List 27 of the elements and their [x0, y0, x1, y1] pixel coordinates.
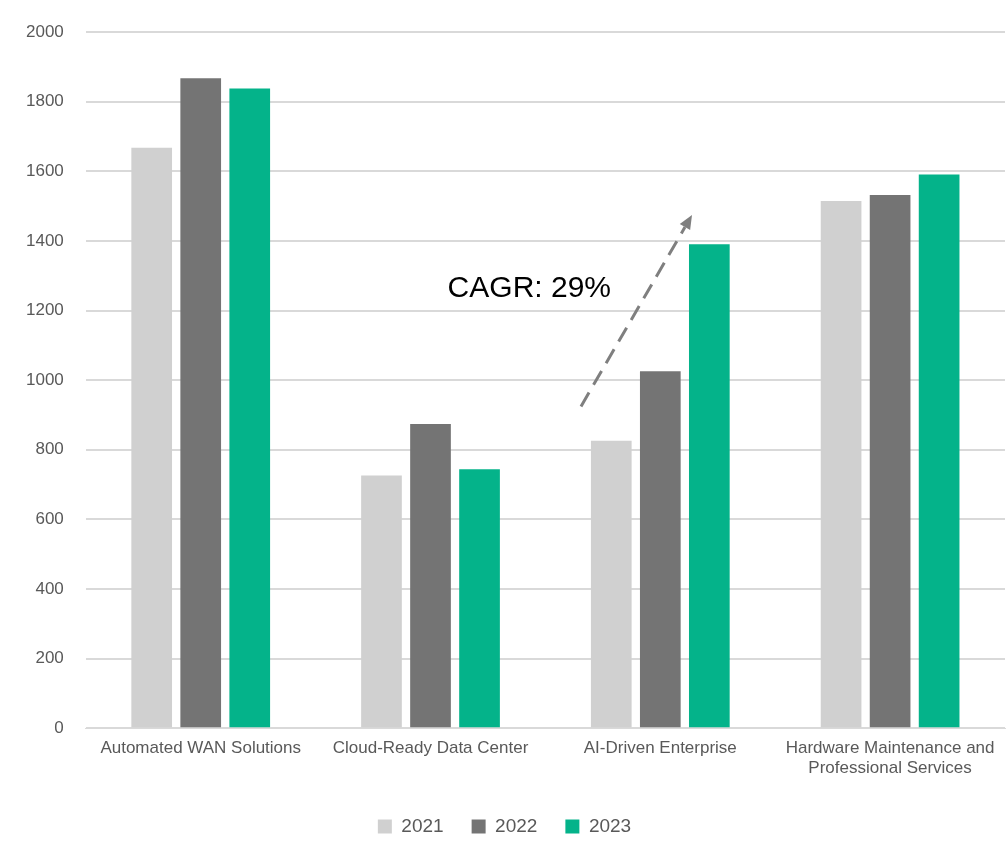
- y-tick-label: 200: [35, 648, 64, 668]
- x-tick-label: Automated WAN Solutions: [100, 738, 302, 758]
- bar: [869, 195, 911, 728]
- y-tick-label: 1600: [25, 161, 64, 181]
- x-tick-label: AI-Driven Enterprise: [583, 738, 737, 758]
- y-tick-label: 600: [35, 509, 64, 529]
- y-tick-label: 1000: [25, 369, 64, 389]
- legend-label: 2022: [495, 814, 538, 836]
- legend-label: 2021: [401, 814, 444, 836]
- bar: [459, 469, 500, 728]
- annotation: CAGR: 29%: [447, 270, 611, 304]
- bar: [180, 78, 222, 728]
- y-tick-label: 1800: [25, 91, 64, 111]
- bar: [688, 244, 730, 728]
- x-tick-label: Hardware Maintenance and Professional Services: [785, 738, 995, 778]
- y-tick-label: 400: [35, 578, 64, 598]
- y-tick-label: 1400: [25, 230, 64, 250]
- bar: [410, 424, 451, 728]
- bar: [229, 88, 271, 728]
- bar: [918, 174, 960, 728]
- y-tick-label: 2000: [25, 21, 64, 41]
- x-tick-label: Cloud-Ready Data Center: [332, 738, 529, 758]
- y-tick-label: 0: [54, 717, 64, 737]
- bar: [639, 371, 681, 728]
- legend-label: 2023: [588, 814, 632, 836]
- y-tick-label: 1200: [25, 300, 64, 320]
- y-tick-label: 800: [35, 439, 64, 459]
